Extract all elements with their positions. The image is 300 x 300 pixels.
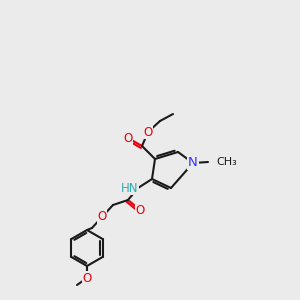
Text: CH₃: CH₃: [216, 157, 237, 167]
Text: HN: HN: [121, 182, 138, 194]
Text: O: O: [82, 272, 91, 284]
Text: O: O: [143, 125, 153, 139]
Text: O: O: [135, 203, 145, 217]
Text: O: O: [98, 211, 106, 224]
Text: N: N: [188, 157, 198, 169]
Text: O: O: [123, 131, 133, 145]
